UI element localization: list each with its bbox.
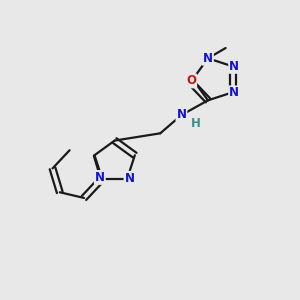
Text: N: N bbox=[229, 86, 239, 99]
Text: N: N bbox=[203, 52, 213, 65]
Text: N: N bbox=[229, 60, 239, 73]
Text: N: N bbox=[176, 108, 187, 121]
Text: N: N bbox=[124, 172, 134, 185]
Text: N: N bbox=[95, 171, 105, 184]
Text: H: H bbox=[190, 117, 200, 130]
Text: O: O bbox=[186, 74, 196, 87]
